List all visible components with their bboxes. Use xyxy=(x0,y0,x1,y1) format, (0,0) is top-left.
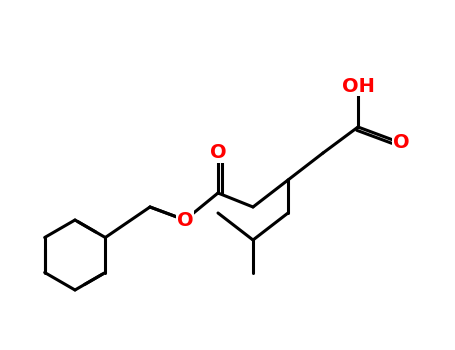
Text: O: O xyxy=(210,144,226,162)
Text: O: O xyxy=(393,133,410,152)
Text: OH: OH xyxy=(342,77,374,96)
Text: O: O xyxy=(177,210,193,230)
